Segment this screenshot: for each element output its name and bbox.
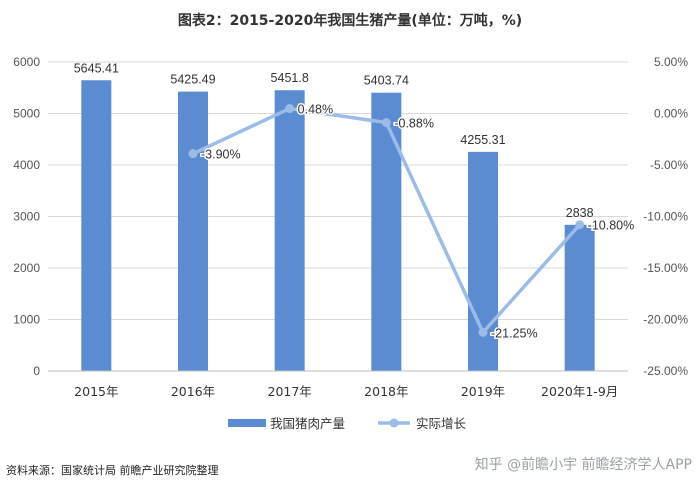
bar [371,92,402,371]
left-tick-label: 2000 [13,261,40,275]
line-data-labels: -3.90% 0.48% -0.88% -21.25% -10.80% [200,101,636,342]
line-label: -0.88% [394,117,434,131]
line-point [478,327,488,337]
source-note: 资料来源：国家统计局 前瞻产业研究院整理 [6,464,219,477]
left-tick-label: 3000 [13,210,40,224]
right-tick-label: -10.00% [643,210,688,224]
x-axis: 2015年 2016年 2017年 2018年 2019年 2020年1-9月 [48,370,628,399]
left-tick-label: 1000 [13,313,40,327]
x-tick-label: 2017年 [268,384,312,399]
bar [274,90,305,371]
bar-data-labels: 5645.41 5425.49 5451.8 5403.74 4255.31 2838 [74,61,594,220]
legend: 我国猪肉产量 实际增长 [228,416,467,431]
line-series [188,104,585,337]
right-tick-label: -15.00% [643,261,688,275]
bar-label: 5645.41 [74,61,119,75]
left-axis: 0 1000 2000 3000 4000 5000 6000 [13,55,40,378]
left-tick-label: 4000 [13,158,40,172]
left-tick-label: 6000 [13,55,40,69]
x-tick-label: 2019年 [461,384,505,399]
line-point [285,104,295,114]
bar [178,91,208,371]
x-tick-label: 2016年 [171,384,215,399]
line-label: 0.48% [298,103,333,117]
chart-title: 图表2：2015-2020年我国生猪产量(单位：万吨，%) [177,13,523,29]
line-point [575,220,585,230]
x-tick-label: 2015年 [74,384,118,399]
legend-bar-label: 我国猪肉产量 [270,416,345,431]
line-label: -3.90% [201,148,241,162]
x-tick-label: 2018年 [364,384,408,399]
legend-line-label: 实际增长 [416,416,467,431]
line-label: -21.25% [491,326,538,340]
bar-label: 2838 [566,206,594,220]
watermark-brand: 知乎 @前瞻小宇 前瞻经济学人APP [474,457,692,473]
line-point [188,149,198,159]
legend-line-marker [389,418,399,428]
right-tick-label: 5.00% [654,55,688,69]
gridlines [48,61,628,372]
bar-label: 5403.74 [364,74,409,88]
right-tick-label: 0.00% [654,107,688,121]
bar-label: 4255.31 [460,133,505,147]
right-tick-label: -20.00% [643,313,688,327]
line-point [381,118,391,128]
line-label: -10.80% [588,219,635,233]
left-tick-label: 0 [33,364,40,378]
left-tick-label: 5000 [13,107,40,121]
right-axis: -25.00% -20.00% -15.00% -10.00% -5.00% 0.00% 5… [643,55,688,378]
bar-series [81,80,595,371]
x-tick-label: 2020年1-9月 [541,384,618,399]
bar [564,224,595,371]
bar-label: 5425.49 [170,73,215,87]
bar [81,80,112,371]
right-tick-label: -5.00% [650,158,688,172]
right-tick-label: -25.00% [643,364,688,378]
legend-bar-swatch [228,419,266,427]
bar-label: 5451.8 [271,71,309,85]
